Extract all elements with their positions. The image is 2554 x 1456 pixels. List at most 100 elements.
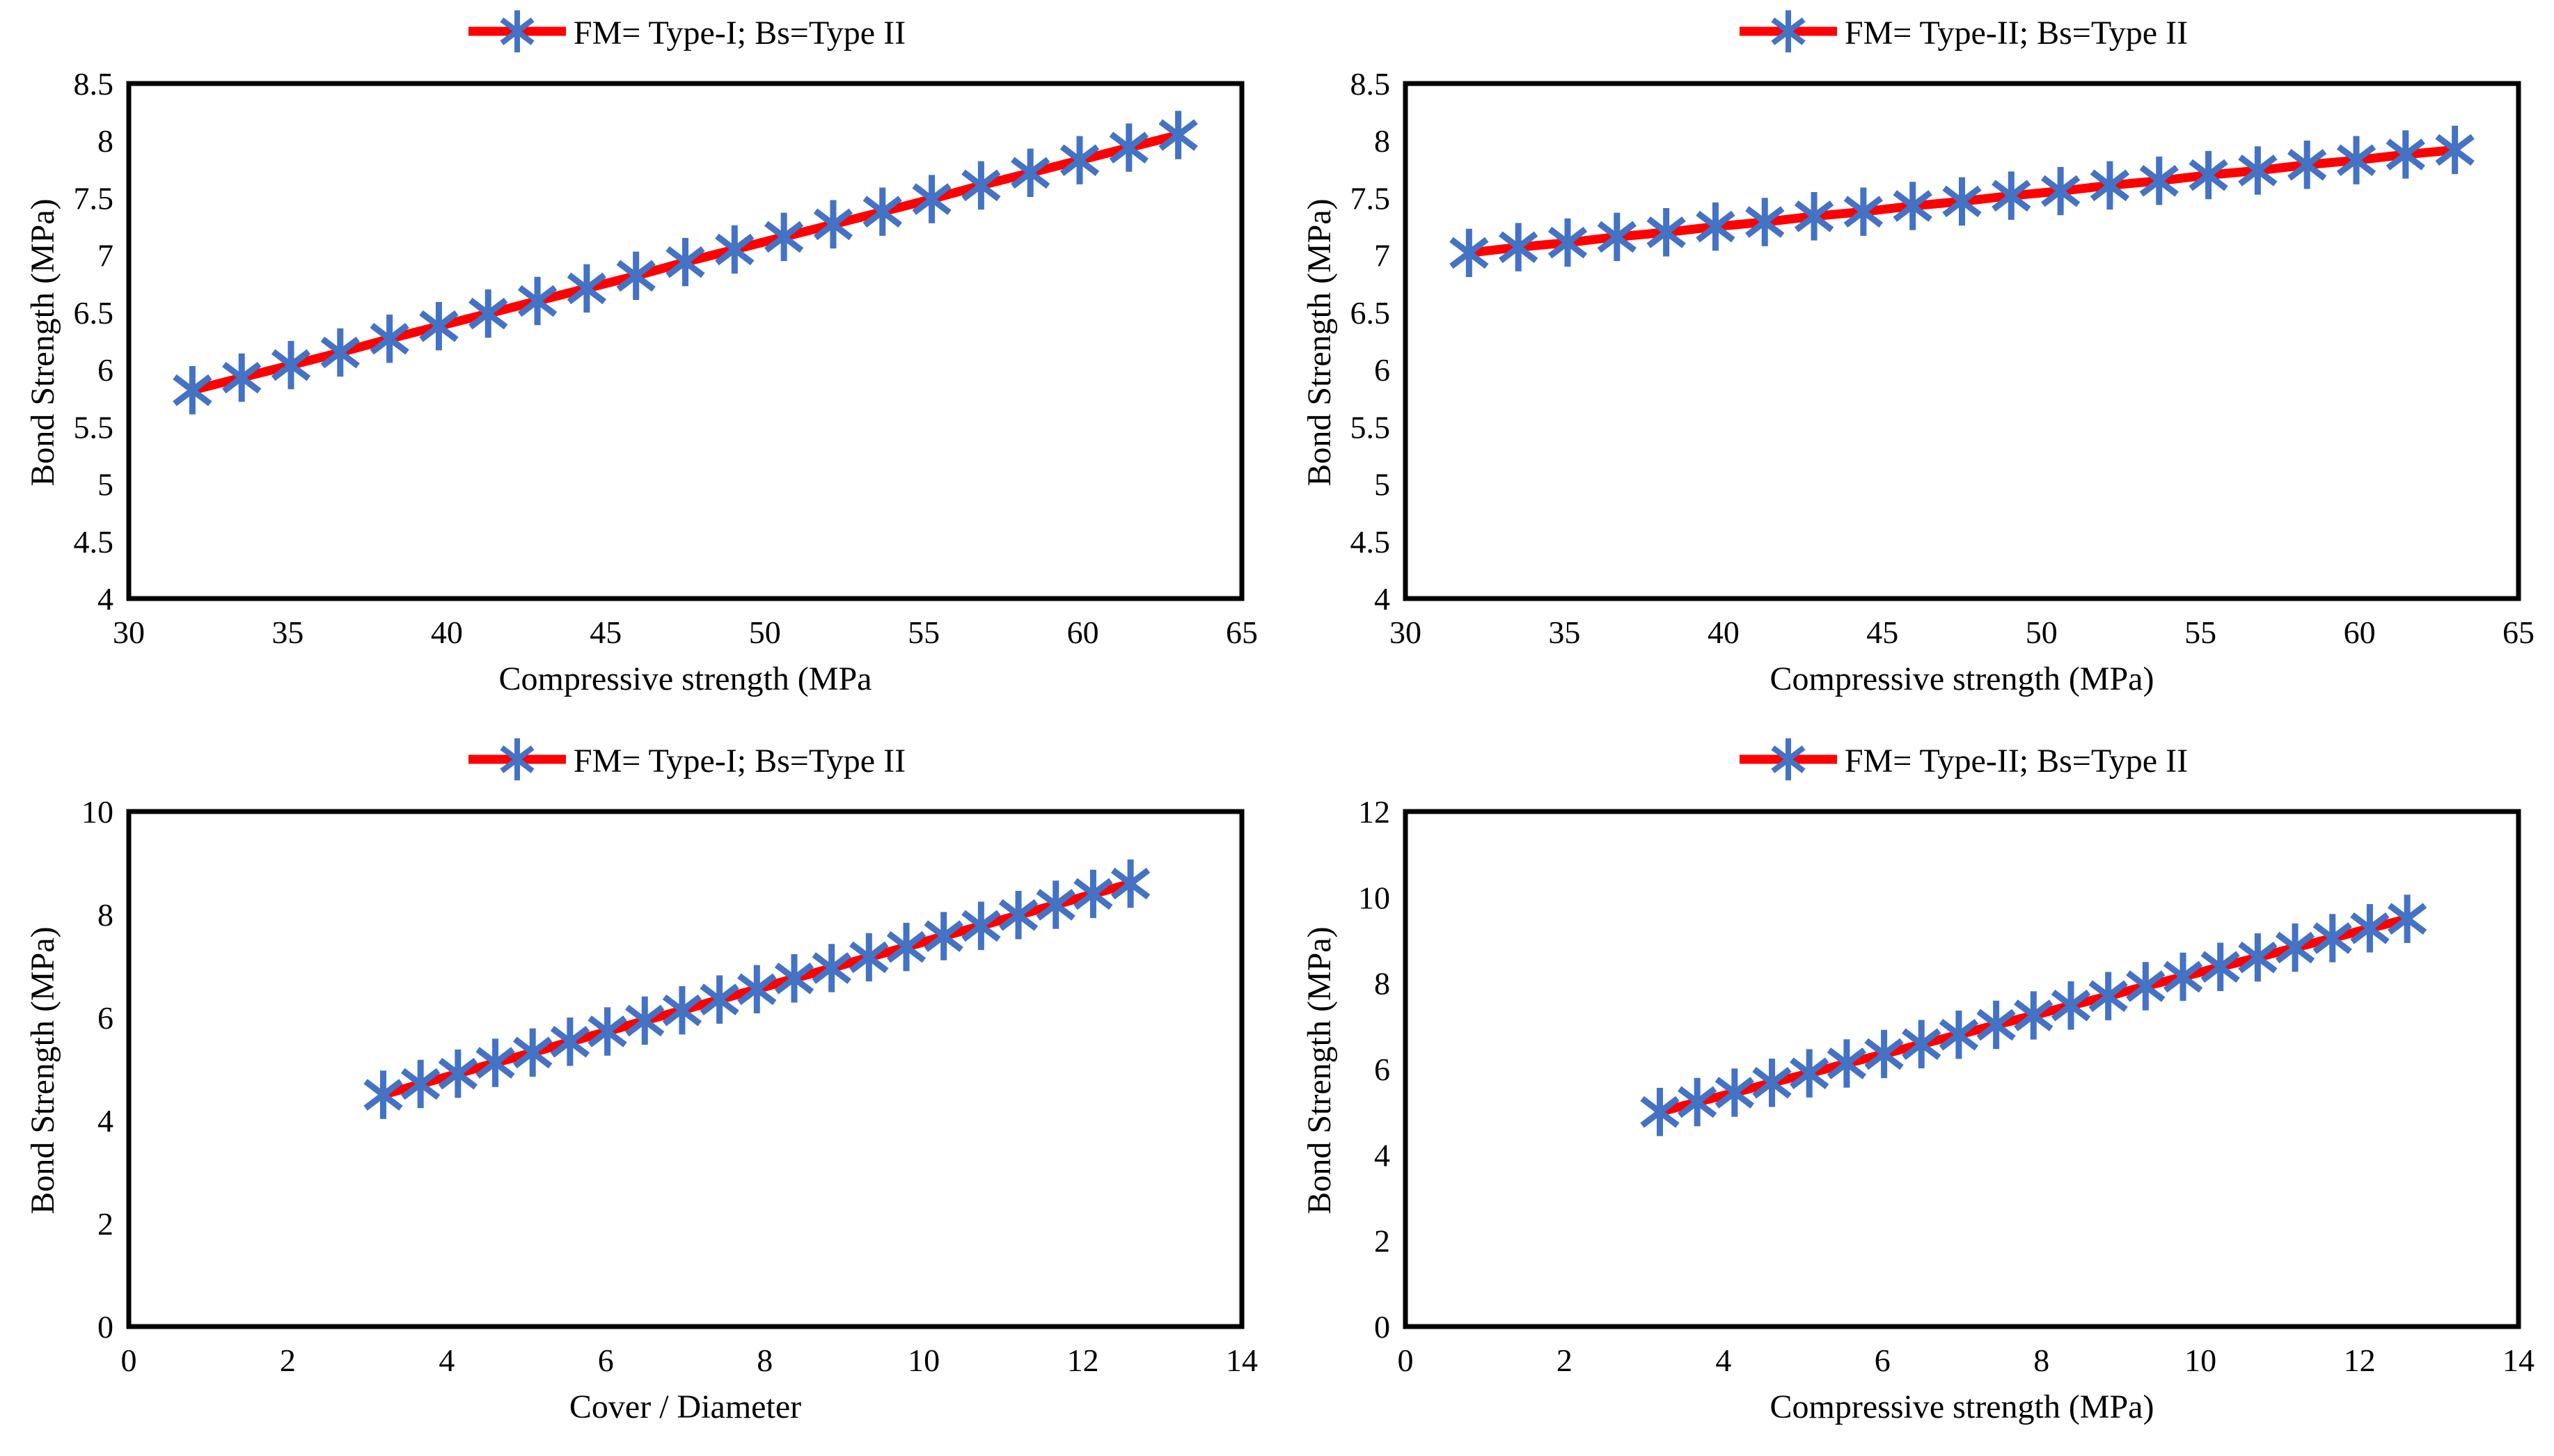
data-point-marker-icon [813,200,853,248]
y-tick-label: 12 [1358,794,1390,830]
data-point-marker-icon [1939,1010,1979,1059]
data-point-marker-icon [438,1049,478,1098]
legend: FM= Type-I; Bs=Type II [129,728,1242,794]
data-point-marker-icon [2287,141,2327,189]
y-tick-label: 5.5 [1350,409,1391,445]
data-point-marker-icon [2200,942,2240,991]
data-point-marker-icon [1794,192,1834,241]
y-tick-label: 4 [97,581,113,617]
y-tick-label: 0 [1374,1309,1390,1345]
x-tick-label: 40 [431,615,463,650]
legend-label: FM= Type-I; Bs=Type II [573,15,906,52]
data-point-marker-icon [2238,933,2278,982]
data-point-marker-icon [662,986,702,1035]
data-point-marker-icon [2189,150,2228,200]
y-tick-label: 4.5 [74,524,114,560]
y-tick-label: 8 [97,123,113,159]
x-tick-label: 65 [2502,615,2535,650]
y-tick-label: 6 [1374,1052,1390,1087]
x-tick-label: 30 [1389,615,1421,650]
y-tick-label: 4 [97,1103,113,1139]
chart-bottom-right: FM= Type-II; Bs=Type II Bond Strength (M… [1277,728,2554,1456]
y-tick-label: 8 [1374,966,1390,1002]
data-point-marker-icon [1902,1020,1941,1068]
y-tick-label: 5 [97,467,113,503]
x-tick-label: 35 [271,615,304,650]
data-point-marker-icon [173,365,212,415]
data-point-marker-icon [1715,1068,1754,1117]
x-tick-label: 8 [2033,1343,2049,1378]
x-tick-label: 10 [908,1343,940,1378]
data-point-marker-icon [401,1059,441,1109]
x-tick-label: 45 [1866,615,1898,650]
x-tick-label: 2 [1556,1343,1572,1378]
plot-area: 0 2 4 6 8 10 12 14 0 2 4 6 8 10 12 [1358,794,2535,1378]
data-point-marker-icon [1036,880,1075,929]
y-tick-label: 8.5 [74,66,114,102]
y-tick-label: 4.5 [1350,524,1391,560]
y-tick-label: 10 [1358,880,1390,915]
data-point-marker-icon [1771,738,1806,781]
data-point-marker-icon [665,237,705,287]
y-tick-label: 6.5 [1350,295,1391,331]
data-point-marker-icon [2126,962,2166,1011]
data-point-marker-icon [737,965,777,1014]
x-tick-label: 30 [113,615,145,650]
data-point-marker-icon [1597,212,1637,262]
data-point-marker-icon [616,251,656,300]
y-tick-label: 6.5 [74,295,114,331]
plot-area: 30 35 40 45 50 55 60 65 4 4.5 5 5.5 6 6.5 7 7.5 8 8.5 [1350,66,2535,650]
y-tick-label: 6 [97,1000,113,1036]
data-point-marker-icon [961,901,1001,950]
data-point-marker-icon [2312,914,2352,963]
data-point-marker-icon [1646,208,1686,257]
data-point-marker-icon [1011,148,1050,197]
data-point-marker-icon [1745,198,1785,246]
y-tick-label: 4 [1374,1137,1390,1173]
x-tick-label: 40 [1708,615,1740,650]
x-tick-label: 35 [1548,615,1580,650]
y-tick-label: 2 [1374,1224,1390,1259]
x-tick-label: 6 [1875,1343,1891,1378]
data-point-marker-icon [849,933,889,982]
data-point-marker-icon [924,912,963,960]
data-point-marker-icon [271,340,311,390]
x-tick-label: 50 [2026,615,2058,650]
y-tick-label: 0 [97,1309,113,1345]
data-point-marker-icon [2139,157,2179,205]
plot-frame [1403,809,2521,1329]
data-point-marker-icon [774,954,814,1003]
x-axis-title: Compressive strength (MPa) [1769,1388,2154,1425]
data-point-marker-icon [1752,1059,1792,1107]
plot-area: 30 35 40 45 50 55 60 65 4 4.5 5 5.5 6 6.5 7 7.5 8 8.5 [74,66,1259,650]
x-tick-label: 8 [757,1343,773,1378]
data-point-marker-icon [500,738,535,781]
data-point-marker-icon [961,161,1001,210]
data-point-marker-icon [1696,202,1735,251]
x-tick-label: 10 [2184,1343,2216,1378]
data-point-marker-icon [550,1018,590,1066]
data-point-marker-icon [2014,991,2054,1040]
data-point-marker-icon [1640,1087,1680,1137]
legend-label: FM= Type-I; Bs=Type II [573,743,906,780]
data-point-marker-icon [1499,223,1538,271]
chart-bottom-left: FM= Type-I; Bs=Type II Bond Strength (MP… [0,728,1277,1456]
data-point-marker-icon [998,891,1039,940]
chart-top-right: FM= Type-II; Bs=Type II Bond Strength (M… [1277,0,2554,728]
legend: FM= Type-II; Bs=Type II [1405,0,2518,66]
data-point-marker-icon [500,10,535,53]
x-tick-label: 60 [1067,615,1099,650]
y-tick-label: 7 [97,238,113,274]
x-tick-label: 60 [2344,615,2376,650]
data-point-marker-icon [625,996,665,1045]
x-tick-label: 0 [121,1343,137,1378]
x-axis-title: Compressive strength (MPa [498,660,872,697]
legend-line-marker-icon [465,735,569,787]
x-tick-label: 55 [908,615,940,650]
data-point-marker-icon [513,1028,553,1077]
x-tick-label: 14 [2502,1343,2535,1378]
x-tick-label: 0 [1398,1343,1414,1378]
y-tick-label: 2 [97,1206,113,1242]
data-point-marker-icon [567,264,607,313]
legend-line-marker-icon [1736,735,1840,787]
